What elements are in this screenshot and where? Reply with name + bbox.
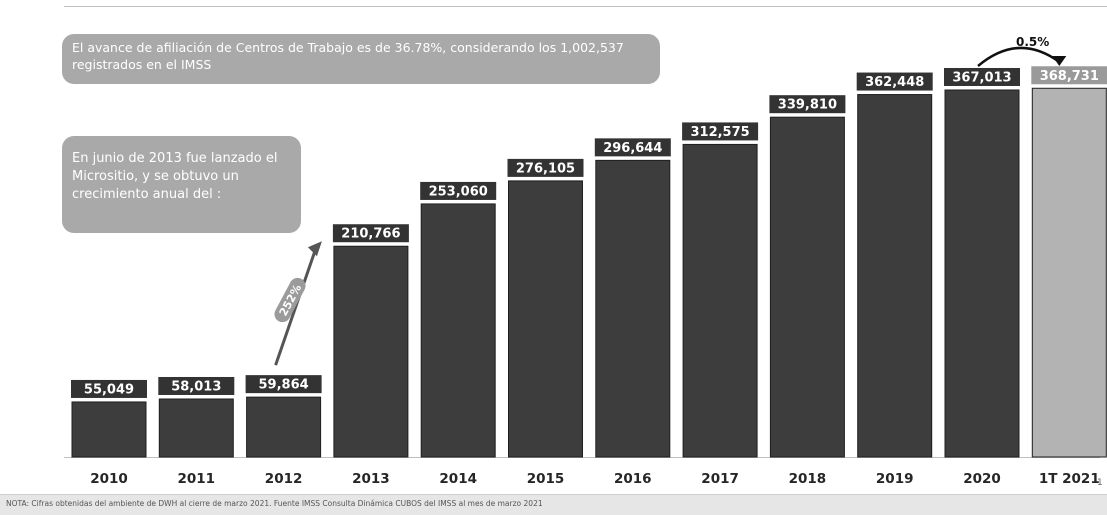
- bar-2016: [595, 159, 671, 458]
- growth-arrow-line: [274, 247, 318, 366]
- value-label-box: [594, 138, 671, 157]
- bar-2020: [944, 89, 1020, 458]
- x-tick-label: 2011: [178, 471, 216, 487]
- bar-1t-2021: [1031, 87, 1107, 458]
- footnote-bar: NOTA: Cifras obtenidas del ambiente de D…: [0, 494, 1107, 515]
- microsite-callout: En junio de 2013 fue lanzado el Microsit…: [62, 136, 301, 233]
- top-rule: [64, 6, 1107, 7]
- x-tick-label: 2020: [963, 471, 1001, 487]
- value-label-box: [682, 122, 759, 141]
- bar-2014: [420, 203, 496, 458]
- value-label-box: [245, 375, 322, 394]
- coverage-callout-text: El avance de afiliación de Centros de Tr…: [72, 40, 624, 72]
- bar-2015: [508, 180, 583, 458]
- x-tick-label: 2013: [352, 471, 390, 487]
- value-label: 367,013: [952, 70, 1011, 85]
- value-label: 59,864: [259, 378, 309, 393]
- value-label-box: [1031, 66, 1107, 85]
- change-arrow-head: [1052, 55, 1067, 66]
- value-label: 253,060: [429, 184, 488, 199]
- value-label-box: [71, 379, 147, 398]
- bar-2013: [333, 245, 409, 458]
- bar-2010: [71, 401, 147, 458]
- value-label: 210,766: [341, 227, 400, 242]
- value-label-box: [507, 158, 584, 177]
- value-label: 362,448: [865, 75, 924, 90]
- x-tick-label: 2016: [614, 471, 652, 487]
- microsite-callout-text: En junio de 2013 fue lanzado el Microsit…: [72, 151, 278, 202]
- growth-badge-2013: 252%: [274, 277, 306, 323]
- value-label: 312,575: [690, 125, 749, 140]
- bar-2011: [158, 398, 234, 458]
- value-label-box: [856, 72, 933, 91]
- value-label: 339,810: [778, 98, 837, 113]
- value-label-box: [158, 376, 235, 395]
- x-tick-label: 2012: [265, 471, 303, 487]
- value-label-box: [769, 95, 846, 114]
- bar-2012: [246, 396, 322, 458]
- x-tick-label: 2010: [90, 471, 128, 487]
- x-tick-label: 2018: [789, 471, 827, 487]
- growth-badge-pill: [274, 277, 306, 323]
- x-tick-label: 2014: [439, 471, 477, 487]
- coverage-callout: El avance de afiliación de Centros de Tr…: [62, 34, 660, 84]
- value-label-box: [944, 67, 1020, 86]
- bar-2018: [769, 116, 845, 458]
- footnote-text: NOTA: Cifras obtenidas del ambiente de D…: [6, 499, 543, 508]
- value-label: 368,731: [1040, 69, 1099, 84]
- x-tick-label: 2015: [527, 471, 565, 487]
- change-label: 0.5%: [1016, 35, 1049, 49]
- bar-2017: [682, 143, 758, 458]
- x-tick-label: 1T 2021: [1039, 471, 1100, 487]
- value-label-box: [332, 224, 409, 243]
- x-tick-label: 2019: [876, 471, 914, 487]
- x-tick-label: 2017: [701, 471, 739, 487]
- growth-arrow-head: [307, 241, 322, 257]
- change-arrow-curve: [977, 46, 1061, 67]
- page-number: 1: [1097, 478, 1103, 488]
- value-label: 58,013: [171, 379, 221, 394]
- value-label: 296,644: [603, 141, 662, 156]
- value-label: 276,105: [516, 161, 575, 176]
- bar-2019: [857, 94, 933, 458]
- value-label: 55,049: [84, 382, 134, 397]
- value-label-box: [420, 181, 497, 200]
